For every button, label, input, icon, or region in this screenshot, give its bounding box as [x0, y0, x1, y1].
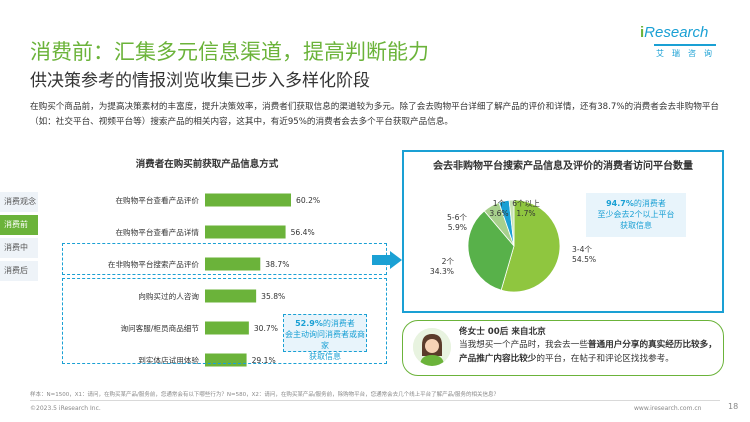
bar-value-label: 56.4% — [291, 228, 315, 237]
pie-slice — [508, 199, 515, 247]
callout-multi-platform: 94.7%的消费者 至少会去2个以上平台 获取信息 — [586, 193, 686, 237]
callout-right-pct: 94.7% — [606, 199, 634, 208]
pie-category-label: 3-4个 — [572, 245, 592, 254]
bar — [205, 193, 291, 207]
pie-category-label: 6个以上 — [512, 199, 540, 208]
pie-category-label: 5-6个 — [447, 213, 467, 222]
footnote: 样本：N=1500，X1：请问，在购买某产品/服务前，您通常会有以下哪些行为？N… — [30, 392, 500, 398]
footer-divider — [30, 400, 720, 401]
side-nav: 消费观念消费前消费中消费后 — [0, 192, 38, 284]
pie-value-label: 5.9% — [448, 223, 467, 232]
intro-paragraph: 在购买个商品前，为提高决策素材的丰富度，提升决策效率，消费者们获取信息的渠道较为… — [30, 102, 720, 127]
quote-author: 佟女士 00后 来自北京 — [459, 327, 546, 337]
callout-left-pct: 52.9% — [295, 319, 323, 328]
bar-value-label: 30.7% — [254, 324, 278, 333]
pie-slice — [467, 210, 515, 291]
bar-category-label: 向购买过的人咨询 — [138, 291, 199, 301]
bar-value-label: 29.1% — [252, 356, 276, 365]
side-nav-item[interactable]: 消费中 — [0, 238, 38, 258]
pie-panel: 会去非购物平台搜索产品信息及评价的消费者访问平台数量 3-4个 54.5% 2个 34… — [402, 150, 724, 313]
pie-value-label: 1.7% — [516, 209, 535, 218]
page-number: 18 — [728, 402, 739, 411]
bar-category-label: 在非购物平台搜索产品评价 — [108, 259, 200, 269]
bar-category-label: 到实体店试用体验 — [138, 355, 199, 365]
side-nav-item[interactable]: 消费观念 — [0, 192, 38, 212]
consumer-quote: 佟女士 00后 来自北京 当我想买一个产品时，我会去一些普通用户分享的真实经历比… — [402, 320, 724, 376]
pie-value-label: 34.3% — [430, 267, 454, 276]
pie-chart-title: 会去非购物平台搜索产品信息及评价的消费者访问平台数量 — [433, 161, 693, 172]
bar-chart-title: 消费者在购买前获取产品信息方式 — [135, 159, 279, 170]
logo-cn-name: 艾瑞咨询 — [656, 49, 720, 58]
quote-text: 当我想买一个产品时，我会去一些普通用户分享的真实经历比较多，产品推广内容比较少的… — [459, 340, 717, 364]
bar — [205, 289, 257, 303]
bar-value-label: 38.7% — [265, 260, 289, 269]
iresearch-logo: iResearch 艾瑞咨询 — [640, 20, 730, 64]
bar — [205, 321, 249, 335]
highlight-box-ask-others — [62, 278, 387, 364]
side-nav-item[interactable]: 消费后 — [0, 261, 38, 281]
pie-category-label: 2个 — [442, 257, 455, 266]
highlight-box-nonshopping — [62, 243, 387, 275]
website: www.iresearch.com.cn — [634, 405, 702, 412]
bar-value-label: 60.2% — [296, 196, 320, 205]
bar — [205, 257, 261, 271]
logo-brand: iResearch — [640, 24, 709, 41]
arrow-right-icon — [372, 251, 402, 269]
pie-value-label: 54.5% — [572, 255, 596, 264]
pie-slice — [500, 199, 561, 293]
bar — [205, 225, 286, 239]
pie-value-label: 3.6% — [489, 209, 508, 218]
callout-ask-others: 52.9%的消费者 会主动询问消费者或商家 获取信息 — [283, 314, 367, 361]
pie-category-label: 1个 — [493, 199, 506, 208]
avatar — [413, 328, 451, 366]
page-subtitle: 供决策参考的情报浏览收集已步入多样化阶段 — [30, 71, 370, 91]
page-title: 消费前：汇集多元信息渠道，提高判断能力 — [30, 40, 429, 64]
bar-category-label: 在购物平台查看产品详情 — [115, 227, 199, 237]
bar-category-label: 询问客服/柜员商品细节 — [121, 323, 200, 333]
bar-category-label: 在购物平台查看产品评价 — [115, 195, 199, 205]
bar-value-label: 35.8% — [261, 292, 285, 301]
side-nav-item[interactable]: 消费前 — [0, 215, 38, 235]
copyright: ©2023.5 iResearch Inc. — [30, 405, 101, 412]
